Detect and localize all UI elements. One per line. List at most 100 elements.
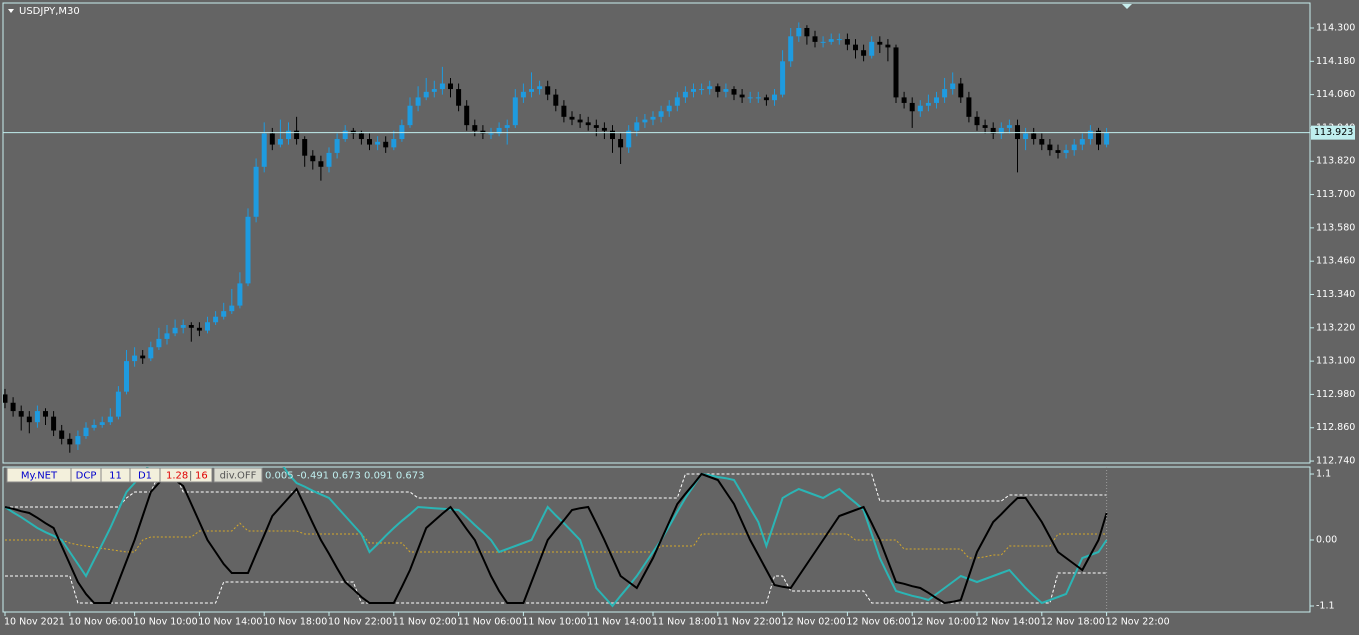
candle-body [3, 394, 8, 403]
indicator-cell[interactable] [159, 467, 213, 483]
candle-body [634, 122, 640, 131]
candle-body [253, 166, 259, 217]
candle-body [707, 86, 713, 90]
candle-body [375, 141, 381, 145]
candle-body [731, 89, 737, 95]
candle-body [407, 105, 413, 126]
candle-body [909, 102, 915, 112]
candle-body [43, 411, 48, 417]
candle-body [844, 39, 850, 45]
candle-body [51, 416, 57, 431]
candle-body [472, 125, 478, 131]
candle-body [310, 155, 316, 162]
candle-body [885, 44, 891, 48]
candle-body [723, 89, 729, 92]
candle-body [350, 130, 356, 134]
indicator-cell-label: 16 [195, 471, 208, 482]
candle-body [1015, 125, 1020, 140]
candle-body [1031, 133, 1037, 140]
candle-body [861, 50, 867, 56]
candle-body [107, 416, 113, 423]
indicator-panel-frame [2, 466, 1311, 613]
candle-body [1006, 125, 1012, 128]
candle-body [1096, 130, 1101, 145]
candle-body [553, 94, 559, 106]
candle-body [917, 105, 923, 112]
x-tick-label: 12 Nov 10:00 [911, 617, 975, 628]
axes: 114.300114.180114.060113.940113.820113.7… [4, 22, 1355, 627]
x-tick-label: 11 Nov 02:00 [393, 617, 457, 628]
x-tick-label: 11 Nov 10:00 [522, 617, 586, 628]
symbol-menu-arrow[interactable] [8, 9, 14, 13]
indicator-cell-label: DCP [76, 471, 97, 482]
x-tick-label: 11 Nov 06:00 [458, 617, 522, 628]
candle-body [294, 130, 300, 140]
candle-body [431, 89, 437, 92]
candle-body [772, 94, 777, 101]
indicator-cell[interactable] [213, 467, 263, 483]
candle-body [196, 327, 202, 331]
candle-body [537, 86, 543, 90]
candle-body [26, 416, 32, 423]
candle-body [221, 311, 227, 317]
x-tick-label: 10 Nov 22:00 [328, 617, 392, 628]
candle-body [804, 27, 810, 37]
indicator-cell-label: | [189, 471, 192, 482]
candle-body [91, 424, 97, 428]
indicator-cell-label: My.NET [21, 471, 58, 482]
indicator-line [5, 572, 1107, 604]
x-tick-label: 10 Nov 10:00 [134, 617, 198, 628]
shift-marker[interactable] [1122, 4, 1132, 9]
indicator-cell-label: 1.28 [166, 471, 188, 482]
candle-body [650, 116, 656, 120]
candle-body [342, 130, 348, 140]
candle-body [958, 83, 964, 98]
candle-body [869, 41, 875, 56]
candle-body [99, 422, 105, 425]
candle-body [1023, 133, 1029, 140]
main-panel-frame [2, 2, 1311, 464]
candle-body [448, 83, 453, 90]
candle-body [164, 333, 170, 339]
y-tick-label: 0.00 [1316, 535, 1337, 546]
candle-body [488, 133, 494, 135]
candle-body [853, 44, 858, 51]
candle-body [950, 83, 956, 90]
candle-body [763, 97, 769, 101]
x-tick-label: 10 Nov 14:00 [198, 617, 262, 628]
price-panel [3, 22, 1310, 453]
candle-body [836, 39, 842, 41]
candle-body [1071, 144, 1077, 151]
candle-body [367, 139, 372, 145]
candle-body [982, 125, 988, 128]
candle-body [205, 322, 210, 331]
indicator-line [4, 467, 1108, 608]
indicator-line [5, 473, 1107, 508]
candle-body [828, 39, 834, 42]
candle-body [172, 327, 178, 334]
candle-body [674, 97, 680, 106]
y-tick-label: 112.860 [1316, 422, 1355, 433]
candle-body [739, 94, 745, 98]
candle-body [399, 125, 405, 140]
candle-body [18, 411, 24, 417]
indicator-cell-label: D1 [138, 471, 152, 482]
x-tick-label: 12 Nov 22:00 [1106, 617, 1170, 628]
candle-body [812, 36, 818, 42]
candle-body [569, 116, 575, 120]
candle-body [1079, 139, 1085, 145]
y-tick-label: 114.060 [1316, 89, 1355, 100]
y-tick-label: 113.580 [1316, 222, 1355, 233]
x-tick-label: 10 Nov 2021 [4, 617, 65, 628]
x-tick-label: 11 Nov 14:00 [587, 617, 651, 628]
candle-body [261, 133, 267, 167]
x-tick-label: 11 Nov 18:00 [652, 617, 716, 628]
x-tick-label: 10 Nov 06:00 [69, 617, 133, 628]
candle-body [213, 316, 219, 323]
candle-body [626, 130, 632, 148]
y-tick-label: 112.980 [1316, 389, 1355, 400]
candle-body [124, 361, 129, 392]
candle-body [974, 116, 980, 126]
candle-body [1039, 139, 1045, 145]
